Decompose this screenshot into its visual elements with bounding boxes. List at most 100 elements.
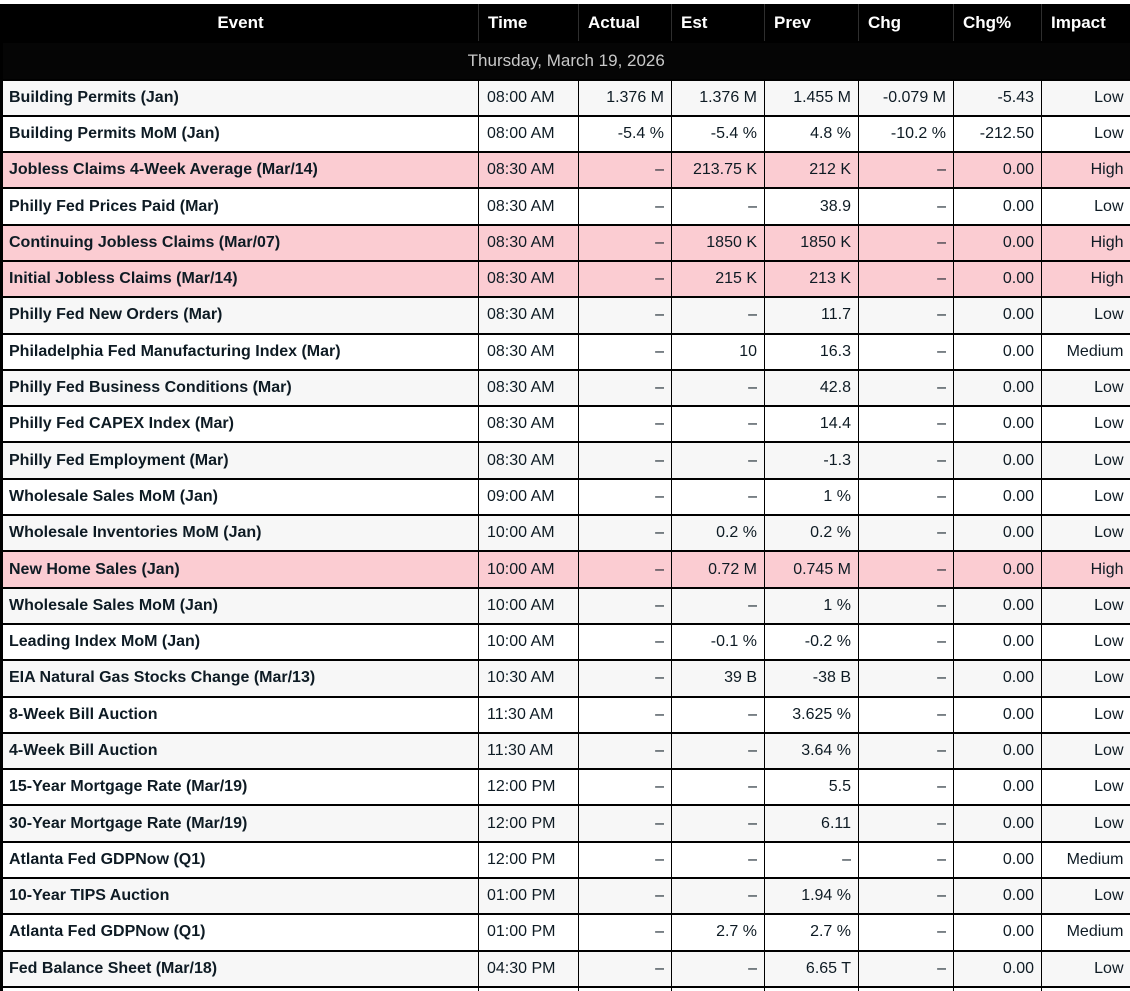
time-cell: 08:30 AM [478, 296, 579, 335]
prev-cell: 38.9 [764, 187, 859, 226]
chg-cell: – [858, 368, 954, 408]
table-row[interactable]: Atlanta Fed GDPNow (Q1) 12:00 PM – – – –… [1, 840, 1130, 880]
chgpct-cell: 0.00 [953, 840, 1042, 880]
est-cell: 0.2 % [671, 514, 765, 553]
event-cell: Philly Fed New Orders (Mar) [1, 296, 479, 335]
table-row[interactable]: EIA Natural Gas Stocks Change (Mar/13) 1… [1, 659, 1130, 698]
est-cell: – [671, 586, 765, 625]
impact-cell: Low [1041, 586, 1130, 625]
table-row[interactable]: Wholesale Inventories MoM (Jan) 10:00 AM… [1, 514, 1130, 553]
chg-cell: – [858, 477, 954, 517]
time-cell: 08:30 AM [478, 223, 579, 262]
time-cell: 10:30 AM [478, 659, 579, 698]
event-cell: Building Permits MoM (Jan) [1, 114, 479, 154]
time-cell: 10:00 AM [478, 622, 579, 662]
prev-cell: 212 K [764, 151, 859, 190]
table-row[interactable]: Building Permits MoM (Jan) 08:00 AM -5.4… [1, 114, 1130, 154]
impact-cell: Low [1041, 187, 1130, 226]
chg-cell: – [858, 622, 954, 662]
chg-cell: – [858, 913, 954, 952]
est-cell: 10 [671, 332, 765, 371]
est-cell: 1.376 M [671, 78, 765, 117]
prev-cell: 1.94 % [764, 877, 859, 916]
impact-cell: Low [1041, 659, 1130, 698]
actual-cell: – [578, 768, 672, 807]
table-row[interactable]: Wholesale Sales MoM (Jan) 10:00 AM – – 1… [1, 586, 1130, 625]
chg-cell: – [858, 768, 954, 807]
actual-cell: – [578, 550, 672, 589]
prev-cell: 3.625 % [764, 695, 859, 734]
table-row[interactable]: 30-Year Mortgage Rate (Mar/19) 12:00 PM … [1, 804, 1130, 843]
time-cell: 08:00 AM [478, 114, 579, 154]
table-row[interactable]: Philly Fed Business Conditions (Mar) 08:… [1, 368, 1130, 408]
prev-cell: – [764, 840, 859, 880]
chg-cell: – [858, 731, 954, 771]
event-cell: New Home Sales (Jan) [1, 550, 479, 589]
impact-cell: Low [1041, 949, 1130, 988]
table-row[interactable]: Continuing Jobless Claims (Mar/07) 08:30… [1, 223, 1130, 262]
chgpct-cell: 0.00 [953, 949, 1042, 988]
time-cell: 10:00 AM [478, 550, 579, 589]
table-row[interactable]: Atlanta Fed GDPNow (Q1) 01:00 PM – 2.7 %… [1, 913, 1130, 952]
event-cell: Initial Jobless Claims (Mar/14) [1, 259, 479, 299]
impact-cell: Low [1041, 405, 1130, 444]
event-cell: Building Permits (Jan) [1, 78, 479, 117]
event-cell: Philly Fed Prices Paid (Mar) [1, 187, 479, 226]
time-cell: 12:00 PM [478, 840, 579, 880]
time-cell: 08:30 AM [478, 259, 579, 299]
est-cell: – [671, 477, 765, 517]
chgpct-cell: 0.00 [953, 804, 1042, 843]
table-row[interactable]: New Home Sales (Jan) 10:00 AM – 0.72 M 0… [1, 550, 1130, 589]
event-cell: Jobless Claims 4-Week Average (Mar/14) [1, 151, 479, 190]
chgpct-cell: 0.00 [953, 477, 1042, 517]
chg-cell: -10.2 % [858, 114, 954, 154]
prev-cell: 1850 K [764, 223, 859, 262]
table-row[interactable]: Philly Fed New Orders (Mar) 08:30 AM – –… [1, 296, 1130, 335]
chgpct-cell: 0.00 [953, 659, 1042, 698]
table-row[interactable]: Philly Fed CAPEX Index (Mar) 08:30 AM – … [1, 405, 1130, 444]
table-row[interactable]: Philly Fed Prices Paid (Mar) 08:30 AM – … [1, 187, 1130, 226]
prev-cell: 3.64 % [764, 731, 859, 771]
impact-cell: High [1041, 151, 1130, 190]
time-cell: 08:30 AM [478, 187, 579, 226]
actual-cell: – [578, 477, 672, 517]
impact-cell: Low [1041, 296, 1130, 335]
time-cell: 08:30 AM [478, 332, 579, 371]
chgpct-cell: 0.00 [953, 296, 1042, 335]
table-row[interactable]: 15-Year Mortgage Rate (Mar/19) 12:00 PM … [1, 768, 1130, 807]
est-cell: – [671, 840, 765, 880]
time-cell: 10:00 AM [478, 586, 579, 625]
est-cell: 0.72 M [671, 550, 765, 589]
table-row[interactable]: 8-Week Bill Auction 11:30 AM – – 3.625 %… [1, 695, 1130, 734]
chgpct-cell: 0.00 [953, 622, 1042, 662]
chg-cell: – [858, 187, 954, 226]
chgpct-cell: -212.50 [953, 114, 1042, 154]
table-row[interactable]: Fed Balance Sheet (Mar/18) 04:30 PM – – … [1, 949, 1130, 988]
table-row[interactable]: 4-Week Bill Auction 11:30 AM – – 3.64 % … [1, 731, 1130, 771]
event-cell: EIA Natural Gas Stocks Change (Mar/13) [1, 659, 479, 698]
table-row[interactable]: Wholesale Sales MoM (Jan) 09:00 AM – – 1… [1, 477, 1130, 517]
chgpct-cell: 0.00 [953, 877, 1042, 916]
chg-cell: – [858, 804, 954, 843]
actual-cell: – [578, 804, 672, 843]
impact-cell: Low [1041, 877, 1130, 916]
est-cell: 1850 K [671, 223, 765, 262]
actual-cell: – [578, 441, 672, 480]
actual-cell: – [578, 187, 672, 226]
table-row[interactable]: Leading Index MoM (Jan) 10:00 AM – -0.1 … [1, 622, 1130, 662]
column-header-est: Est [671, 4, 765, 42]
table-row[interactable]: Initial Jobless Claims (Mar/14) 08:30 AM… [1, 259, 1130, 299]
actual-cell: – [578, 514, 672, 553]
event-cell: Wholesale Inventories MoM (Jan) [1, 514, 479, 553]
table-row[interactable]: Philly Fed Employment (Mar) 08:30 AM – –… [1, 441, 1130, 480]
table-row[interactable]: 10-Year TIPS Auction 01:00 PM – – 1.94 %… [1, 877, 1130, 916]
table-row[interactable]: Building Permits (Jan) 08:00 AM 1.376 M … [1, 78, 1130, 117]
chg-cell: – [858, 441, 954, 480]
event-cell: Atlanta Fed GDPNow (Q1) [1, 913, 479, 952]
table-row[interactable]: Philadelphia Fed Manufacturing Index (Ma… [1, 332, 1130, 371]
table-row[interactable]: Jobless Claims 4-Week Average (Mar/14) 0… [1, 151, 1130, 190]
chgpct-cell: 0.00 [953, 332, 1042, 371]
actual-cell: 1.376 M [578, 78, 672, 117]
date-header-row: Thursday, March 19, 2026 [1, 40, 1130, 81]
